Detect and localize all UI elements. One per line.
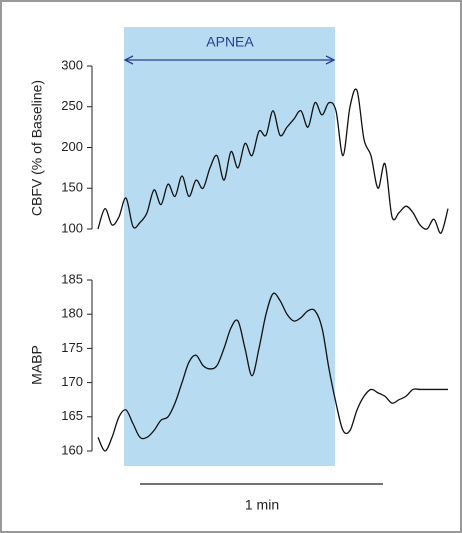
y-tick-label: 150 <box>61 180 83 195</box>
trace <box>97 292 448 452</box>
trace <box>97 88 449 234</box>
y-tick-label: 180 <box>61 306 83 321</box>
apnea-region <box>124 27 335 466</box>
y-axis-label: CBFV (% of Baseline) <box>29 80 45 216</box>
y-tick-label: 250 <box>61 98 83 113</box>
y-tick-label: 200 <box>61 139 83 154</box>
apnea-arrow <box>123 55 336 65</box>
y-tick-label: 170 <box>61 374 83 389</box>
y-tick-label: 300 <box>61 57 83 72</box>
y-tick-label: 100 <box>61 220 83 235</box>
y-tick-label: 165 <box>61 408 83 423</box>
y-tick-label: 185 <box>61 271 83 286</box>
y-tick-label: 175 <box>61 340 83 355</box>
y-tick-label: 160 <box>61 442 83 457</box>
scale-label: 1 min <box>245 497 279 513</box>
apnea-label: APNEA <box>206 34 254 50</box>
y-axis-label: MABP <box>29 345 45 385</box>
